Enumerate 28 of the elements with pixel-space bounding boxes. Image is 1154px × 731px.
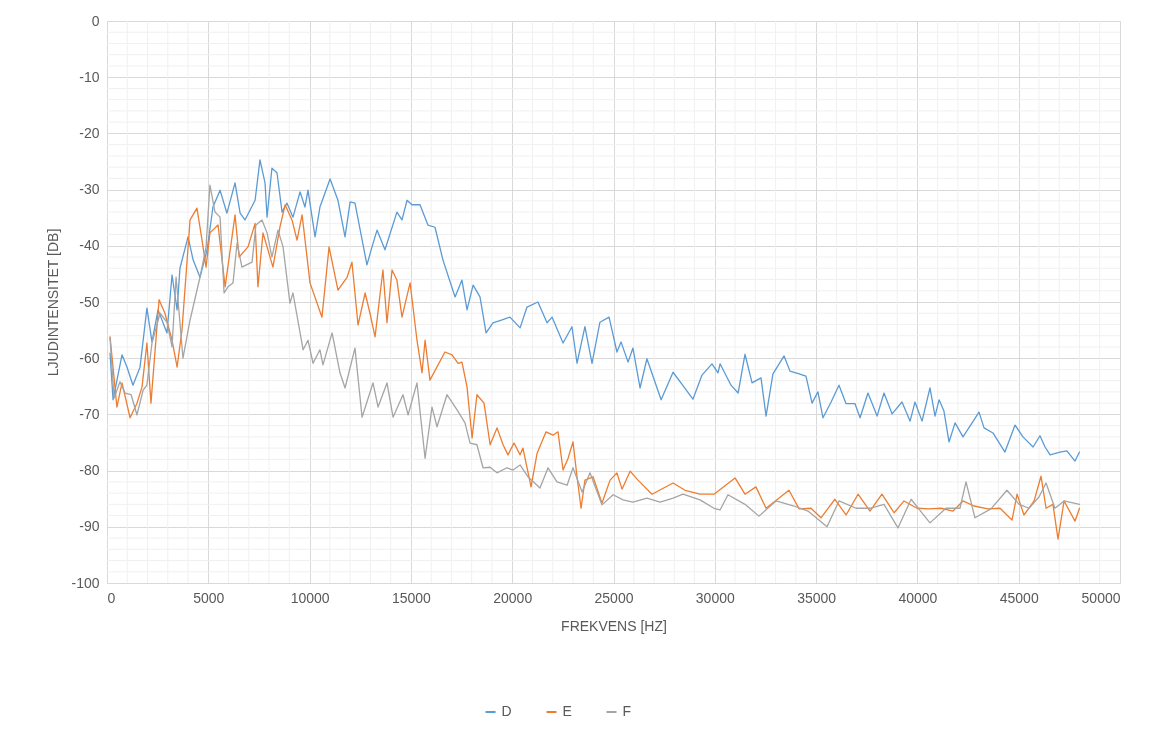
- y-axis-title: LJUDINTENSITET [DB]: [45, 228, 62, 377]
- x-tick-label: 15000: [391, 589, 432, 606]
- legend-label: F: [622, 703, 632, 719]
- x-tick-label: 40000: [898, 589, 938, 606]
- y-tick-label: -70: [79, 405, 100, 422]
- y-tick-label: -10: [79, 68, 100, 85]
- y-tick-label: 0: [91, 12, 100, 29]
- x-tick-label: 30000: [695, 589, 735, 606]
- legend-label: E: [562, 703, 572, 719]
- x-tick-label: 5000: [193, 589, 225, 606]
- x-tick-label: 0: [107, 589, 116, 606]
- y-tick-label: -50: [79, 293, 100, 310]
- y-tick-label: -60: [79, 349, 100, 366]
- x-tick-label: 35000: [797, 589, 837, 606]
- legend-label: D: [501, 703, 512, 719]
- line-series: [109, 159, 1081, 462]
- x-tick-label: 45000: [999, 589, 1039, 606]
- x-tick-label: 25000: [594, 589, 634, 606]
- y-tick-label: -100: [71, 574, 100, 591]
- y-tick-label: -90: [79, 518, 100, 535]
- x-tick-label: 20000: [493, 589, 533, 606]
- y-tick-label: -40: [79, 237, 100, 254]
- x-tick-label: 50000: [1081, 589, 1121, 606]
- x-axis-title: FREKVENS [HZ]: [561, 617, 667, 634]
- y-tick-label: -80: [79, 462, 100, 479]
- y-tick-label: -20: [79, 124, 100, 141]
- y-tick-label: -30: [79, 181, 100, 198]
- x-tick-label: 10000: [290, 589, 330, 606]
